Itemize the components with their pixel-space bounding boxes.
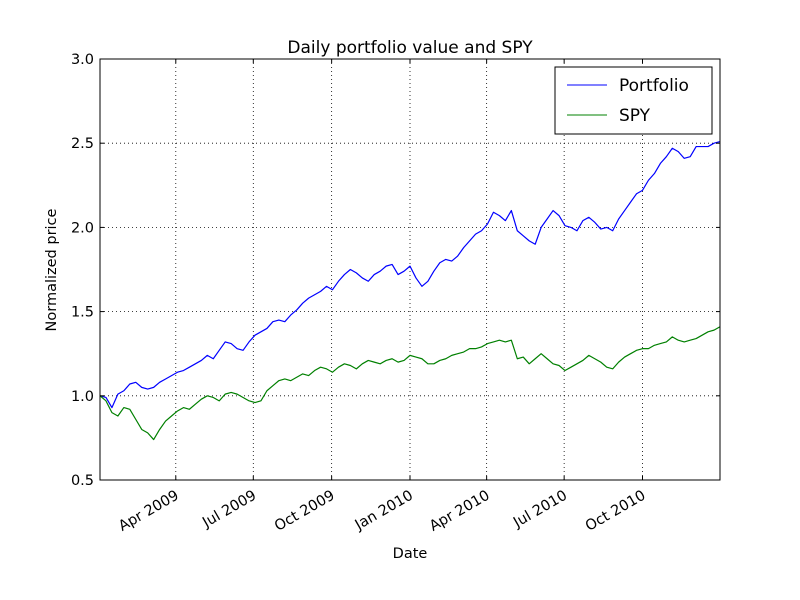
- y-tick-label: 1.0: [71, 389, 94, 405]
- y-tick-label: 1.5: [71, 305, 94, 321]
- legend-label-spy: SPY: [619, 106, 651, 126]
- chart-title: Daily portfolio value and SPY: [287, 38, 533, 58]
- grid-lines: [100, 59, 720, 480]
- series-line-spy: [99, 326, 721, 441]
- y-tick-label: 3.0: [71, 52, 94, 68]
- series-line-portfolio: [99, 140, 721, 409]
- y-tick-label: 0.5: [71, 473, 94, 489]
- y-tick-label: 2.0: [71, 220, 94, 236]
- legend-box: [554, 66, 713, 135]
- y-axis-ticks: 0.5 1.0 1.5 2.0 2.5 3.0: [71, 52, 720, 489]
- series-lines: [99, 140, 721, 441]
- y-axis-label: Normalized price: [44, 208, 60, 331]
- y-tick-label: 2.5: [71, 136, 94, 152]
- legend: Portfolio SPY: [554, 66, 713, 135]
- x-axis-label: Date: [393, 546, 428, 562]
- legend-label-portfolio: Portfolio: [619, 76, 689, 96]
